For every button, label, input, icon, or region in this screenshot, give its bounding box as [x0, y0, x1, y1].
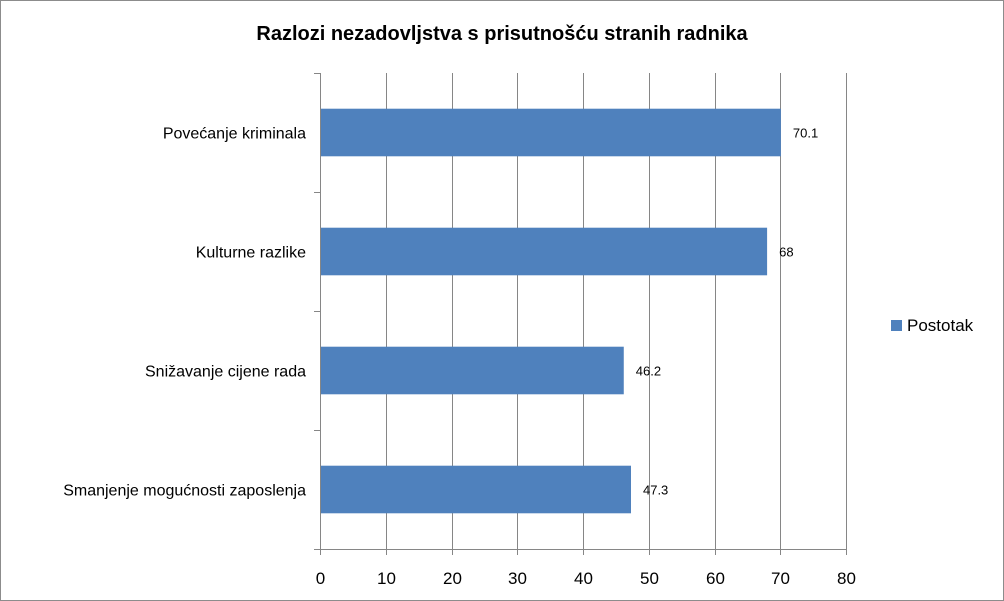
- data-label: 46.2: [636, 364, 661, 379]
- bar: [321, 108, 781, 157]
- data-label: 70.1: [793, 126, 818, 141]
- legend-swatch: [891, 320, 902, 331]
- x-tick-label: 20: [443, 569, 462, 588]
- axes: [314, 73, 847, 555]
- legend: Postotak: [891, 316, 974, 335]
- labels: 0 10 20 30 40 50 60 70 80 Smanjenje mogućnosti za…: [63, 126, 856, 589]
- x-tick-label: 60: [706, 569, 725, 588]
- x-tick-label: 0: [316, 569, 325, 588]
- category-label: Snižavanje cijene rada: [145, 364, 306, 381]
- x-tick-label: 10: [377, 569, 396, 588]
- data-label: 47.3: [643, 483, 668, 498]
- category-label: Smanjenje mogućnosti zaposlenja: [63, 483, 306, 500]
- chart-title: Razlozi nezadovljstva s prisutnošću stra…: [256, 23, 748, 45]
- x-tick-label: 40: [574, 569, 593, 588]
- x-tick-label: 50: [640, 569, 659, 588]
- x-tick-label: 80: [837, 569, 856, 588]
- category-label: Kulturne razlike: [196, 245, 306, 262]
- bar: [321, 465, 631, 514]
- bars: [321, 108, 781, 514]
- bar: [321, 346, 624, 395]
- bar: [321, 227, 768, 276]
- legend-label: Postotak: [907, 316, 974, 335]
- x-tick-label: 70: [771, 569, 790, 588]
- x-tick-label: 30: [508, 569, 527, 588]
- data-label: 68: [779, 245, 793, 260]
- category-label: Povećanje kriminala: [163, 126, 306, 143]
